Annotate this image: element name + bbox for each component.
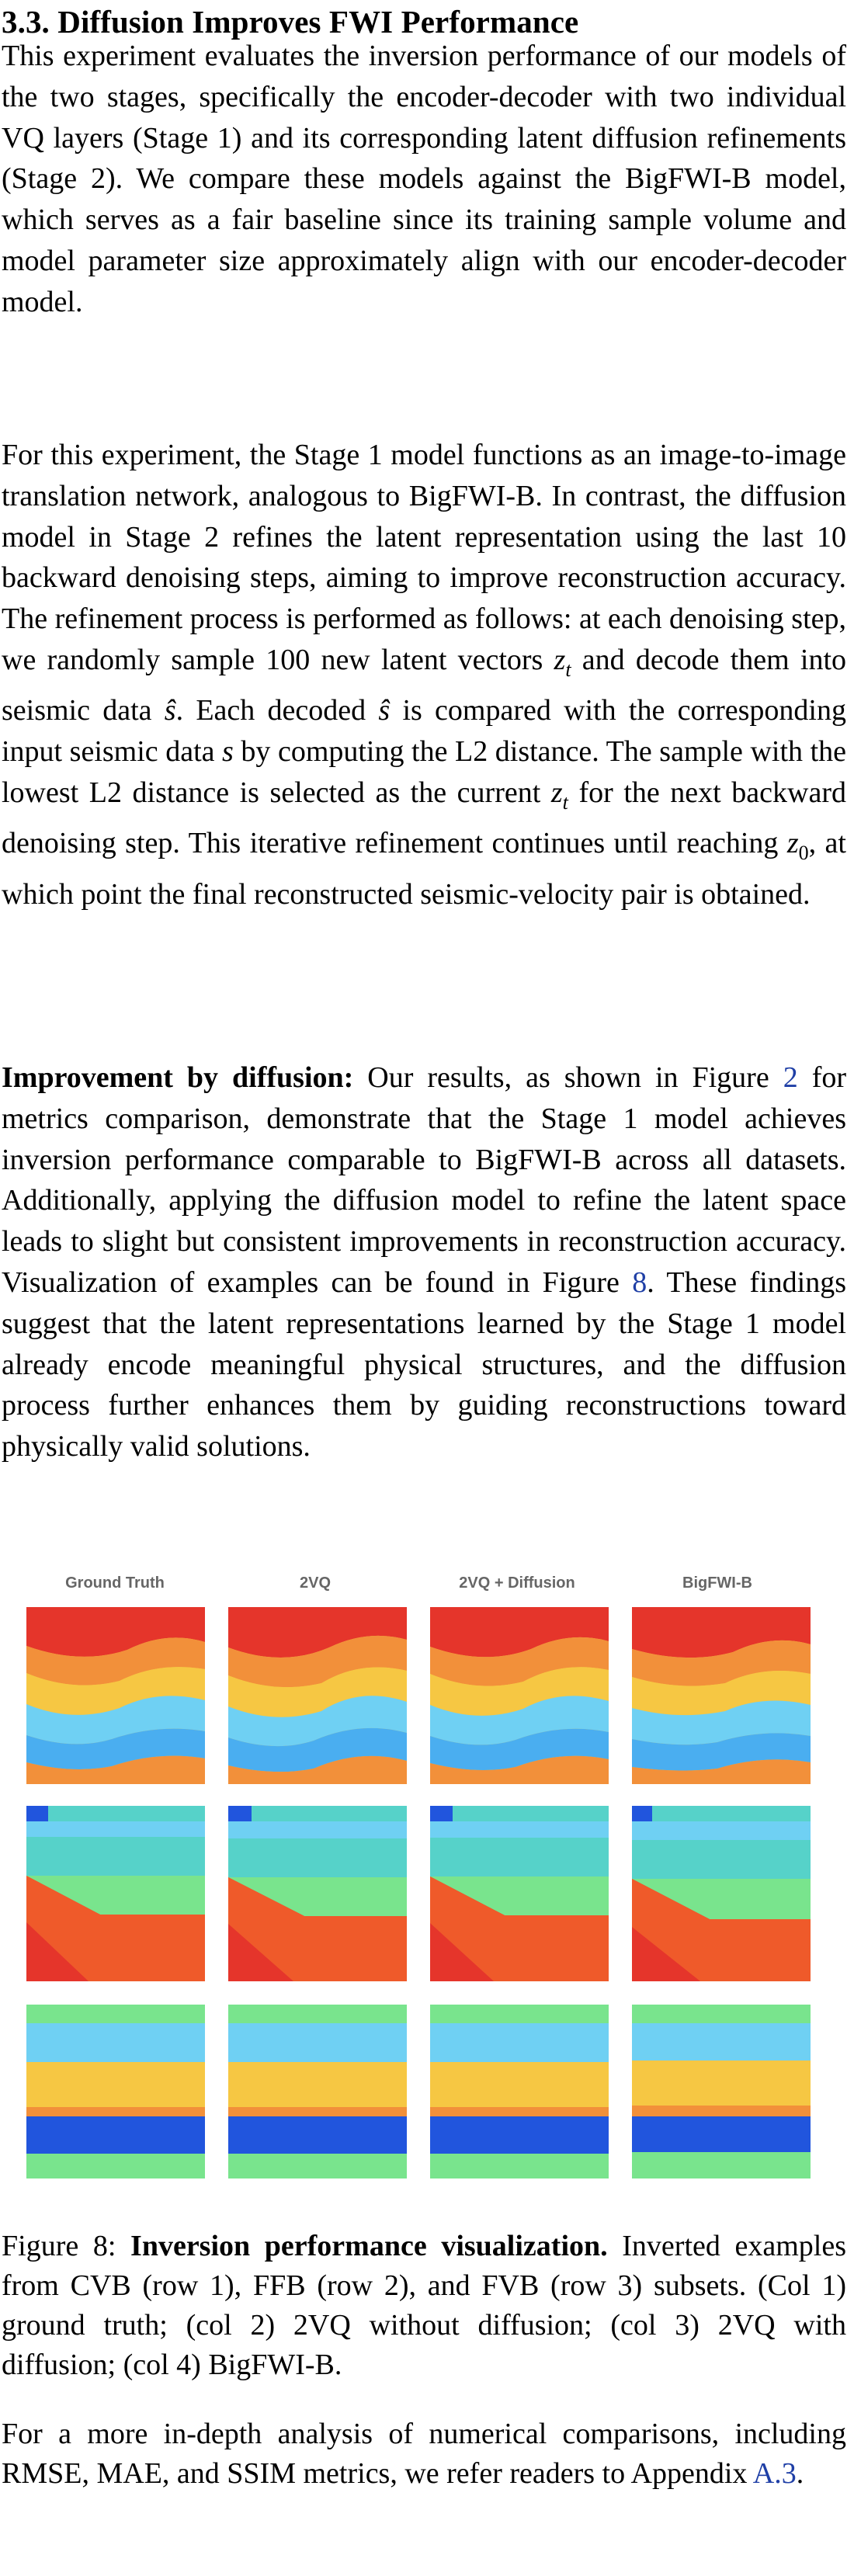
paragraph-3: Improvement by diffusion: Our results, a… [2,1061,846,1463]
panel-row3-2vq-diffusion [430,2005,609,2178]
panel-row3-bigfwi-b [632,2005,811,2178]
figure-8-link[interactable]: 8 [632,1265,647,1299]
section-title: 3.3. Diffusion Improves FWI Performance [2,4,579,40]
final-paragraph: For a more in-depth analysis of numerica… [2,2418,846,2490]
col-label-2vq: 2VQ [299,1574,332,1592]
panel-row3-ground-truth [26,2005,205,2178]
panel-row1-ground-truth [26,1607,205,1784]
panel-row1-bigfwi-b [632,1607,811,1784]
figure-2-link[interactable]: 2 [783,1061,798,1094]
col-label-ground-truth: Ground Truth [65,1574,165,1592]
panel-row2-bigfwi-b [632,1806,811,1981]
panel-row3-2vq [228,2005,407,2178]
panel-row2-ground-truth [26,1806,205,1981]
figure-8: Ground Truth 2VQ 2VQ + Diffusion BigFWI-… [0,1561,854,2189]
col-label-2vq-diffusion: 2VQ + Diffusion [459,1574,575,1592]
panel-row2-2vq-diffusion [430,1806,609,1981]
paragraph-1: This experiment evaluates the inversion … [2,40,846,318]
paragraph-2: For this experiment, the Stage 1 model f… [2,439,847,911]
panel-row2-2vq [228,1806,407,1981]
figure-8-caption: Figure 8: Inversion performance visualiz… [2,2230,846,2381]
panel-row1-2vq [228,1607,407,1784]
appendix-a3-link[interactable]: A.3 [752,2457,797,2490]
panel-row1-2vq-diffusion [430,1607,609,1784]
improvement-heading: Improvement by diffusion: [2,1061,354,1094]
col-label-bigfwi-b: BigFWI-B [682,1574,752,1592]
